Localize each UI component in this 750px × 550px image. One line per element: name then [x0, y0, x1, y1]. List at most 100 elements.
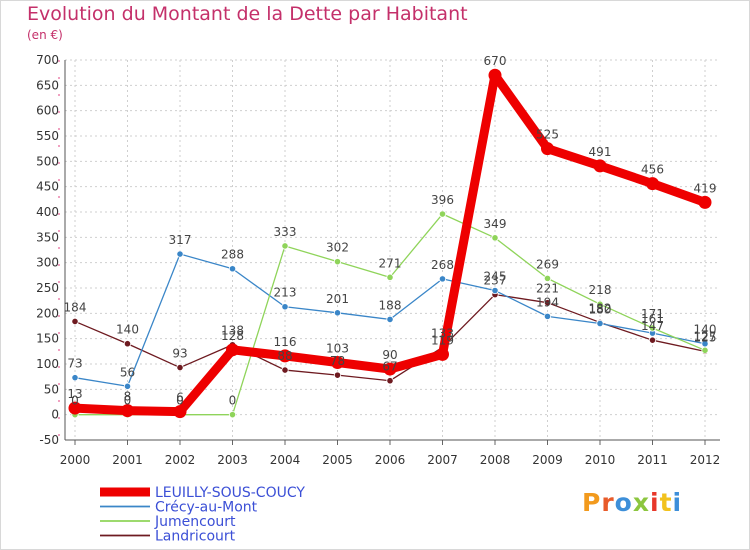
- data-point: [121, 404, 134, 418]
- data-label: 218: [589, 283, 612, 297]
- data-label: 147: [641, 319, 664, 333]
- data-label: 288: [221, 248, 244, 262]
- data-point: [436, 347, 449, 361]
- tick-label-x: 2003: [217, 453, 248, 467]
- data-point: [333, 371, 342, 379]
- data-point: [541, 142, 554, 156]
- data-label: 194: [536, 295, 559, 309]
- data-point: [488, 68, 502, 82]
- tick-label-y: 350: [36, 230, 59, 244]
- data-label: 188: [379, 298, 402, 312]
- data-point: [491, 234, 499, 242]
- data-label: 133: [431, 326, 454, 340]
- logo-letter: i: [650, 488, 660, 517]
- data-point: [333, 309, 342, 317]
- data-label: 93: [172, 347, 187, 361]
- legend-label: Crécy-au-Mont: [155, 500, 258, 516]
- data-label: 78: [330, 354, 345, 368]
- logo-letter: x: [632, 488, 650, 517]
- data-label: 138: [221, 324, 244, 338]
- data-label: 456: [641, 163, 664, 177]
- tick-label-y: 500: [36, 154, 59, 168]
- data-point: [698, 195, 712, 209]
- data-point: [491, 286, 499, 295]
- legend: LEUILLY-SOUS-COUCYCrécy-au-MontJumencour…: [100, 485, 305, 545]
- legend-label: LEUILLY-SOUS-COUCY: [155, 485, 305, 501]
- tick-label-y: 600: [36, 104, 59, 118]
- data-label: 491: [589, 145, 612, 159]
- data-label: 213: [274, 286, 297, 300]
- data-point: [123, 382, 132, 390]
- data-label: 0: [229, 394, 237, 408]
- data-label: 125: [694, 330, 717, 344]
- tick-label-y: 0: [51, 408, 59, 422]
- data-point: [281, 303, 289, 311]
- tick-label-y: 250: [36, 281, 59, 295]
- data-point: [71, 317, 79, 326]
- data-label: 269: [536, 257, 559, 271]
- data-point: [386, 377, 394, 385]
- tick-label-x: 2007: [427, 453, 458, 467]
- data-label: 161: [641, 312, 664, 326]
- data-label: 128: [221, 329, 244, 343]
- data-label: 119: [431, 333, 454, 347]
- plot-area: [65, 60, 720, 440]
- tick-label-x: 2010: [585, 453, 616, 467]
- data-label: 140: [694, 323, 717, 337]
- tick-label-y: 100: [36, 357, 59, 371]
- data-label: 180: [589, 302, 612, 316]
- tick-label-x: 2009: [532, 453, 563, 467]
- logo-letter: t: [659, 488, 673, 517]
- data-label: 13: [67, 387, 82, 401]
- tick-label-y: -50: [39, 433, 59, 447]
- tick-label-y: 700: [36, 53, 59, 67]
- data-point: [543, 299, 552, 307]
- data-point: [646, 177, 659, 191]
- data-point: [281, 242, 289, 250]
- tick-label-y: 400: [36, 205, 59, 219]
- data-label: 103: [326, 341, 349, 355]
- chart-unit: (en €): [27, 28, 63, 42]
- data-point: [596, 300, 604, 308]
- logo-letter: r: [601, 488, 615, 517]
- data-label: 271: [379, 256, 402, 270]
- data-label: 302: [326, 241, 349, 255]
- logo-letter: o: [614, 488, 633, 517]
- data-label: 0: [176, 394, 184, 408]
- data-point: [226, 343, 239, 357]
- tick-label-x: 2005: [322, 453, 353, 467]
- data-label: 56: [120, 365, 135, 379]
- data-point: [71, 374, 79, 382]
- data-point: [176, 250, 184, 258]
- chart-title: Evolution du Montant de la Dette par Hab…: [27, 3, 468, 25]
- data-label: 0: [124, 394, 132, 408]
- data-point: [543, 312, 552, 320]
- data-point: [596, 319, 604, 328]
- data-label: 333: [274, 225, 297, 239]
- proxiti-logo: Proxiti: [582, 488, 682, 517]
- data-point: [543, 274, 552, 282]
- data-label: 525: [536, 128, 559, 142]
- data-point: [228, 265, 237, 273]
- data-point: [438, 275, 447, 283]
- data-point: [123, 340, 132, 348]
- data-point: [176, 363, 184, 372]
- tick-label-x: 2002: [165, 453, 196, 467]
- tick-label-x: 2011: [637, 453, 668, 467]
- data-label: 127: [694, 329, 717, 343]
- data-point: [386, 273, 394, 281]
- data-label: 317: [169, 233, 192, 247]
- data-point: [701, 346, 709, 354]
- data-label: 90: [382, 348, 397, 362]
- tick-label-x: 2004: [270, 453, 301, 467]
- tick-label-x: 2001: [112, 453, 143, 467]
- data-point: [228, 411, 237, 419]
- data-label: 73: [67, 357, 82, 371]
- tick-label-y: 300: [36, 256, 59, 270]
- tick-label-x: 2006: [375, 453, 406, 467]
- tick-label-x: 2008: [480, 453, 511, 467]
- data-point: [281, 366, 289, 374]
- data-label: 268: [431, 258, 454, 272]
